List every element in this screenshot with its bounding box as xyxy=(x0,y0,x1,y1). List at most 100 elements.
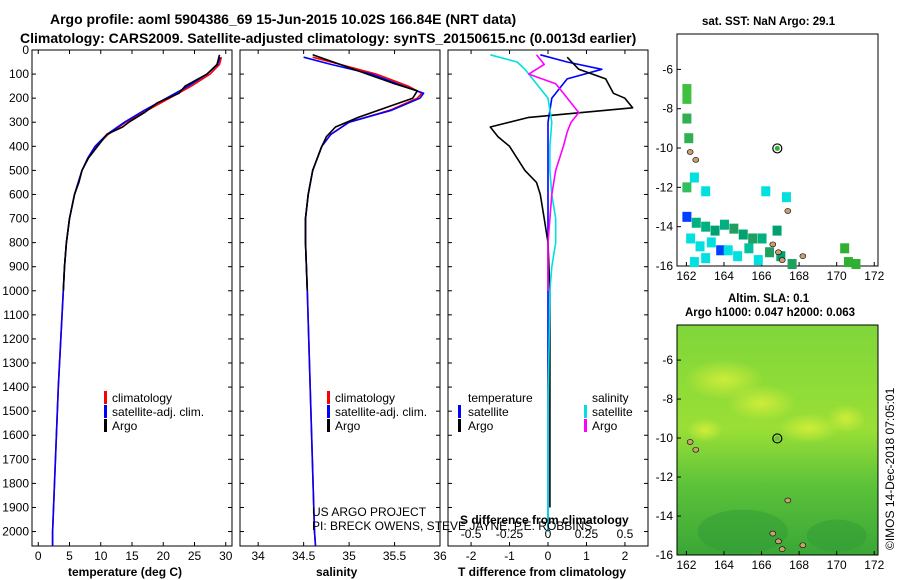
sla-map: 162 164 166 168 170 172 -6 -8 -10 -12 -14 -16 xyxy=(656,353,885,572)
sst-cell xyxy=(729,223,739,234)
sal-xtick-label: 35 xyxy=(342,549,356,563)
sal-legend-sat: satellite-adj. clim. xyxy=(335,405,427,419)
diff-legend: temperature satellite Argo salinity sate… xyxy=(458,391,633,433)
temp-legend-argo: Argo xyxy=(112,419,138,433)
depth-tick-label: 1600 xyxy=(2,428,29,442)
sst-ytick-label: -10 xyxy=(656,141,674,155)
depth-tick-label: 100 xyxy=(9,67,29,81)
depth-tick-label: 2000 xyxy=(2,525,29,539)
temp-xtick-label: 5 xyxy=(66,549,73,563)
sla-low-anomaly xyxy=(697,509,788,554)
depth-tick-label: 1900 xyxy=(2,500,29,514)
sla-land xyxy=(692,446,700,453)
depth-tick-label: 300 xyxy=(9,115,29,129)
depth-tick-label: 1400 xyxy=(2,380,29,394)
sal-legend-clim-swatch xyxy=(327,391,330,404)
sla-land xyxy=(775,538,782,545)
diff-legend-temp-argo-swatch xyxy=(458,419,461,432)
sst-cell xyxy=(682,84,692,95)
sst-xtick-label: 164 xyxy=(714,269,734,283)
sal-legend-sat-swatch xyxy=(327,405,330,418)
sst-xtick-label: 166 xyxy=(752,269,772,283)
sst-cell xyxy=(689,257,699,268)
diff-legend-sal-argo: Argo xyxy=(592,419,618,433)
sla-ytick-label: -10 xyxy=(656,431,674,445)
sst-cell xyxy=(738,229,748,240)
sst-cell xyxy=(701,253,711,264)
sst-cell xyxy=(772,225,782,236)
sst-cell xyxy=(710,225,720,236)
depth-tick-label: 0 xyxy=(22,43,29,57)
sla-xtick-label: 172 xyxy=(864,558,884,572)
difference-chart: -2 -1 0 1 2 -0.5 -0.25 0 0.25 0.5 xyxy=(448,49,648,563)
sst-cell xyxy=(716,245,726,256)
temp-xtick-label: 25 xyxy=(188,549,202,563)
diff-legend-temp-header: temperature xyxy=(468,391,533,405)
diff-series-salinity-satellite xyxy=(490,54,557,532)
depth-tick-label: 1500 xyxy=(2,404,29,418)
temp-legend-argo-swatch xyxy=(104,419,107,432)
salinity-chart: 34 34.5 35 35.5 36 xyxy=(240,49,447,563)
sla-xtick-label: 170 xyxy=(827,558,847,572)
diff-xtick-top-label: 0.5 xyxy=(617,527,634,541)
depth-tick-label: 900 xyxy=(9,260,29,274)
sla-land xyxy=(784,497,792,504)
temp-series-satellite-adj-clim- xyxy=(51,56,221,546)
depth-axis-labels: 0 100 200 300 400 500 600 700 800 900 1000 1100 1200… xyxy=(2,43,29,539)
sst-argo-marker xyxy=(772,143,783,154)
diff-series-salinity-argo xyxy=(527,54,580,291)
temp-series-argo xyxy=(62,54,221,291)
sst-map-title: sat. SST: NaN Argo: 29.1 xyxy=(702,16,836,28)
sst-ytick-label: -16 xyxy=(656,259,674,273)
depth-tick-label: 1100 xyxy=(3,308,29,322)
sal-series-climatology xyxy=(304,56,423,547)
sla-ytick-label: -12 xyxy=(656,470,674,484)
sla-argo-marker xyxy=(772,433,783,444)
sst-cell xyxy=(748,233,758,244)
sst-cell xyxy=(682,211,692,222)
sst-land xyxy=(692,157,700,163)
temp-xtick-label: 10 xyxy=(94,549,108,563)
diff-legend-sal-sat-swatch xyxy=(584,405,587,418)
sal-xtick-label: 34.5 xyxy=(292,549,316,563)
sal-legend: climatology satellite-adj. clim. Argo xyxy=(327,391,427,433)
sst-land xyxy=(799,253,807,259)
depth-tick-label: 200 xyxy=(9,91,29,105)
diff-xtick-top-label: 0.25 xyxy=(575,527,599,541)
sal-legend-argo: Argo xyxy=(335,419,361,433)
temp-xtick-label: 0 xyxy=(35,549,42,563)
sla-xtick-label: 162 xyxy=(676,558,696,572)
sst-map: 162 164 166 168 170 172 -6 -8 -10 -12 -14 -16 xyxy=(656,62,885,283)
diff-legend-temp-sat: satellite xyxy=(468,405,509,419)
sst-ytick-label: -12 xyxy=(656,180,674,194)
depth-tick-label: 800 xyxy=(9,236,29,250)
sal-xtick-label: 36 xyxy=(433,549,447,563)
diff-legend-sal-header: salinity xyxy=(592,391,629,405)
sla-xtick-label: 164 xyxy=(714,558,734,572)
sst-land xyxy=(778,257,786,263)
diff-xtick-top-label: 0 xyxy=(545,527,552,541)
sst-xtick-label: 170 xyxy=(827,269,847,283)
diff-xlabel: T difference from climatology xyxy=(458,565,626,579)
sst-cell xyxy=(723,245,733,256)
sst-cell xyxy=(684,133,694,144)
diff-legend-sal-argo-swatch xyxy=(584,419,587,432)
sla-ytick-label: -6 xyxy=(662,353,673,367)
temp-legend-sat: satellite-adj. clim. xyxy=(112,405,204,419)
depth-tick-label: 400 xyxy=(9,139,29,153)
sst-cell xyxy=(682,113,692,124)
depth-tick-label: 1300 xyxy=(2,356,29,370)
depth-tick-label: 1700 xyxy=(2,452,29,466)
sst-xtick-label: 162 xyxy=(676,269,696,283)
temp-series-climatology xyxy=(51,56,223,546)
credit-line2: PI: BRECK OWENS, STEVE JAYNE, P.E. ROBBI… xyxy=(312,519,592,533)
diff-series-temperature-argo xyxy=(489,56,634,508)
sst-xtick-label: 172 xyxy=(864,269,884,283)
sal-xtick-label: 34 xyxy=(252,549,266,563)
credit-line1: US ARGO PROJECT xyxy=(312,505,427,519)
sst-cell xyxy=(840,243,850,254)
temp-legend: climatology satellite-adj. clim. Argo xyxy=(104,391,204,433)
temp-xlabel: temperature (deg C) xyxy=(68,565,182,579)
sla-land xyxy=(799,542,807,549)
sal-series-satellite-adj-clim- xyxy=(303,56,425,547)
